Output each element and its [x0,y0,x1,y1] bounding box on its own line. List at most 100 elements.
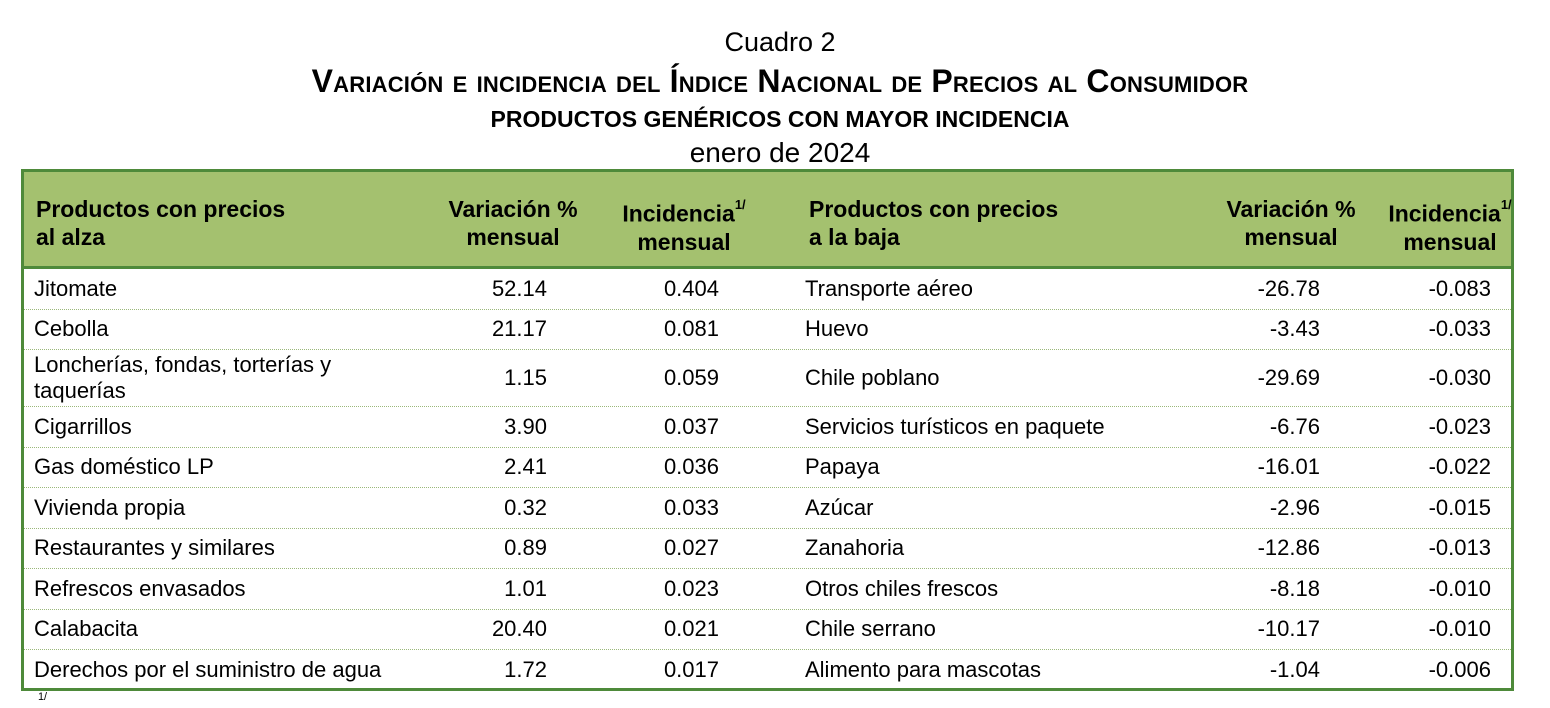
down-incidence: -0.022 [1428,454,1491,480]
up-product: Vivienda propia [34,494,186,520]
up-incidence: 0.017 [663,657,719,683]
table-row: Vivienda propia 0.32 0.033 Azúcar -2.96 … [24,488,1511,529]
down-variation: -26.78 [1257,275,1320,301]
down-product: Zanahoria [805,535,905,561]
header-down-products: Productos con precios a la baja [809,195,1058,251]
up-variation: 2.41 [504,454,547,480]
header-up-incidence: Incidencia1/ mensual [609,195,759,256]
down-product: Huevo [805,316,869,342]
down-incidence: -0.030 [1428,365,1491,390]
down-variation: -12.86 [1257,535,1320,561]
header-up-incidence-line1: Incidencia1/ [609,195,759,228]
header-up-products: Productos con precios al alza [36,195,285,251]
up-product: Calabacita [34,616,138,642]
table-header: Productos con precios al alza Variación … [24,172,1512,269]
header-up-products-line1: Productos con precios [36,196,286,222]
header-up-incidence-line2: mensual [637,228,731,255]
table-subtitle: PRODUCTOS GENÉRICOS CON MAYOR INCIDENCIA [490,106,1070,132]
table-row: Derechos por el suministro de agua 1.72 … [24,650,1511,691]
table-title: Variación e incidencia del Índice Nacion… [311,63,1249,99]
header-up-products-line2: al alza [36,224,106,250]
header-down-products-line1: Productos con precios [809,196,1059,222]
down-variation: -1.04 [1269,657,1320,683]
header-down-variation-line2: mensual [1244,224,1338,250]
down-variation: -2.96 [1269,494,1320,520]
up-variation: 0.32 [504,494,547,520]
down-product: Servicios turísticos en paquete [805,413,1105,439]
header-up-incidence-label: Incidencia [622,200,735,227]
table-row: Loncherías, fondas, torterías y taquería… [24,350,1511,407]
up-product: Jitomate [34,275,118,301]
table-row: Cigarrillos 3.90 0.037 Servicios turísti… [24,407,1511,448]
header-up-variation-line2: mensual [466,224,560,250]
down-variation: -6.76 [1269,413,1320,439]
up-variation: 52.14 [491,275,547,301]
down-incidence: -0.010 [1428,575,1491,601]
down-product: Papaya [805,454,880,480]
footnote-marker: 1/ [1500,197,1512,212]
up-incidence: 0.023 [663,575,719,601]
up-incidence: 0.059 [663,365,719,390]
down-product: Otros chiles frescos [805,575,999,601]
table-period: enero de 2024 [689,137,871,168]
price-table: Productos con precios al alza Variación … [21,169,1514,691]
down-incidence: -0.013 [1428,535,1491,561]
up-variation: 21.17 [491,316,547,342]
down-product: Chile serrano [805,616,936,642]
down-variation: -8.18 [1269,575,1320,601]
header-up-variation-line1: Variación % [448,196,578,222]
down-product: Alimento para mascotas [805,657,1041,683]
up-variation: 3.90 [504,413,547,439]
table-row: Gas doméstico LP 2.41 0.036 Papaya -16.0… [24,448,1511,488]
up-product: Derechos por el suministro de agua [34,657,382,683]
up-variation: 1.01 [504,575,547,601]
up-product: Restaurantes y similares [34,535,275,561]
header-down-incidence-label: Incidencia [1388,200,1501,227]
up-product: Loncherías, fondas, torterías y taquería… [34,352,332,403]
table-row: Jitomate 52.14 0.404 Transporte aéreo -2… [24,269,1511,310]
up-variation: 1.72 [504,657,547,683]
header-down-products-line2: a la baja [809,224,900,250]
header-down-variation: Variación % mensual [1200,195,1382,251]
down-incidence: -0.023 [1428,413,1491,439]
header-down-incidence-line2: mensual [1403,228,1497,255]
footnote-marker: 1/ [38,691,48,703]
down-incidence: -0.083 [1428,275,1491,301]
header-up-variation: Variación % mensual [424,195,602,251]
up-incidence: 0.036 [663,454,719,480]
up-product: Cebolla [34,316,109,342]
up-variation: 0.89 [504,535,547,561]
up-incidence: 0.033 [663,494,719,520]
table-row: Restaurantes y similares 0.89 0.027 Zana… [24,529,1511,569]
up-incidence: 0.037 [663,413,719,439]
footnote-marker: 1/ [734,197,746,212]
down-product: Transporte aéreo [805,275,973,301]
down-product: Chile poblano [805,365,940,390]
down-incidence: -0.010 [1428,616,1491,642]
footnote: 1/ [38,691,47,708]
down-variation: -3.43 [1269,316,1320,342]
down-incidence: -0.033 [1428,316,1491,342]
table-row: Cebolla 21.17 0.081 Huevo -3.43 -0.033 [24,310,1511,350]
up-incidence: 0.081 [663,316,719,342]
down-product: Azúcar [805,494,874,520]
up-product: Gas doméstico LP [34,454,214,480]
up-variation: 20.40 [491,616,547,642]
header-down-incidence: Incidencia1/ mensual [1384,195,1516,256]
table-row: Refrescos envasados 1.01 0.023 Otros chi… [24,569,1511,610]
up-product: Cigarrillos [34,413,132,439]
up-product: Refrescos envasados [34,575,246,601]
down-incidence: -0.006 [1428,657,1491,683]
down-incidence: -0.015 [1428,494,1491,520]
up-incidence: 0.027 [663,535,719,561]
table-row: Calabacita 20.40 0.021 Chile serrano -10… [24,610,1511,650]
down-variation: -29.69 [1257,365,1320,390]
up-incidence: 0.404 [663,275,719,301]
up-incidence: 0.021 [663,616,719,642]
down-variation: -10.17 [1257,616,1320,642]
table-number: Cuadro 2 [724,27,836,57]
header-down-variation-line1: Variación % [1226,196,1356,222]
down-variation: -16.01 [1257,454,1320,480]
up-variation: 1.15 [504,365,547,390]
header-down-incidence-line1: Incidencia1/ [1384,195,1516,228]
